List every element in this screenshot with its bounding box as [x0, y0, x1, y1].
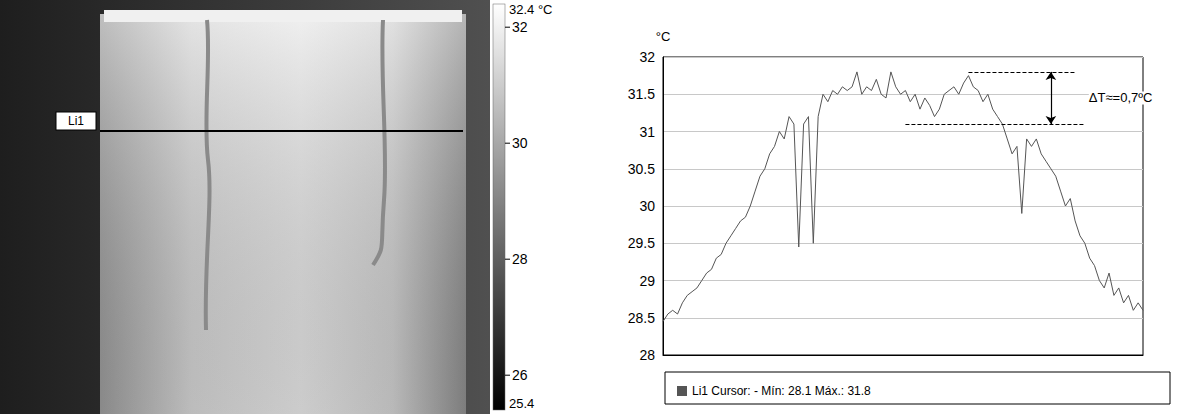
svg-text:30.5: 30.5: [628, 161, 655, 177]
svg-text:29: 29: [639, 273, 655, 289]
svg-text:32: 32: [512, 19, 528, 35]
svg-text:32: 32: [639, 49, 655, 65]
svg-text:28.5: 28.5: [628, 310, 655, 326]
svg-text:28: 28: [512, 251, 528, 267]
svg-text:30: 30: [639, 198, 655, 214]
svg-text:30: 30: [512, 135, 528, 151]
svg-text:Li1: Li1: [68, 114, 84, 128]
svg-text:°C: °C: [656, 29, 671, 44]
svg-text:ΔT≈=0,7ºC: ΔT≈=0,7ºC: [1089, 90, 1153, 105]
svg-text:25.4: 25.4: [509, 396, 534, 411]
svg-text:29.5: 29.5: [628, 235, 655, 251]
svg-text:31: 31: [639, 124, 655, 140]
svg-text:26: 26: [512, 367, 528, 383]
svg-text:32.4 °C: 32.4 °C: [509, 2, 553, 17]
svg-text:28: 28: [639, 347, 655, 363]
svg-text:31.5: 31.5: [628, 86, 655, 102]
svg-text:Li1 Cursor: - Mín: 28.1 Máx.:: Li1 Cursor: - Mín: 28.1 Máx.: 31.8: [692, 384, 871, 398]
